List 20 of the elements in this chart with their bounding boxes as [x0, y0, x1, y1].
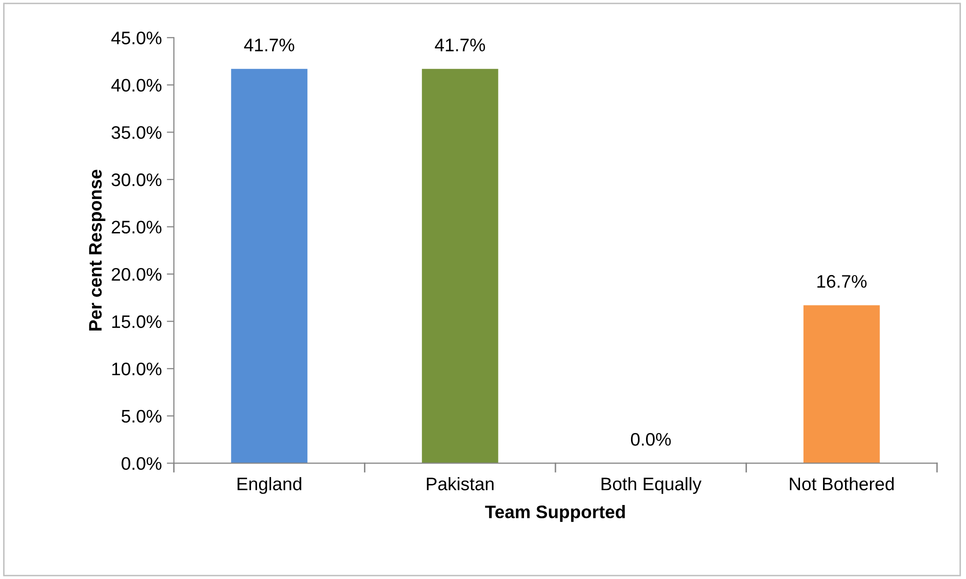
y-tick-label: 35.0% — [112, 126, 162, 139]
y-tick-label: 0.0% — [122, 457, 162, 470]
y-tick-label: 30.0% — [112, 173, 162, 186]
y-tick-label: 10.0% — [112, 362, 162, 376]
y-tick-label: 15.0% — [112, 315, 162, 328]
x-tick-label: Both Equally — [602, 477, 702, 494]
data-label: 41.7% — [434, 38, 486, 52]
x-tick-label: Pakistan — [426, 477, 494, 490]
x-axis-title: Team Supported — [485, 505, 625, 522]
y-tick-label: 25.0% — [112, 220, 162, 234]
y-tick-label: 5.0% — [122, 410, 162, 423]
data-label: 16.7% — [817, 275, 867, 288]
x-tick-label: Not Bothered — [790, 477, 894, 490]
data-label: 41.7% — [244, 38, 294, 52]
y-tick-label: 45.0% — [111, 32, 162, 44]
x-tick-label: England — [238, 477, 302, 494]
data-label: 0.0% — [630, 432, 671, 446]
y-tick-label: 20.0% — [112, 268, 162, 281]
y-axis-title: Per cent Response — [89, 170, 106, 330]
y-tick-label: 40.0% — [111, 78, 162, 92]
